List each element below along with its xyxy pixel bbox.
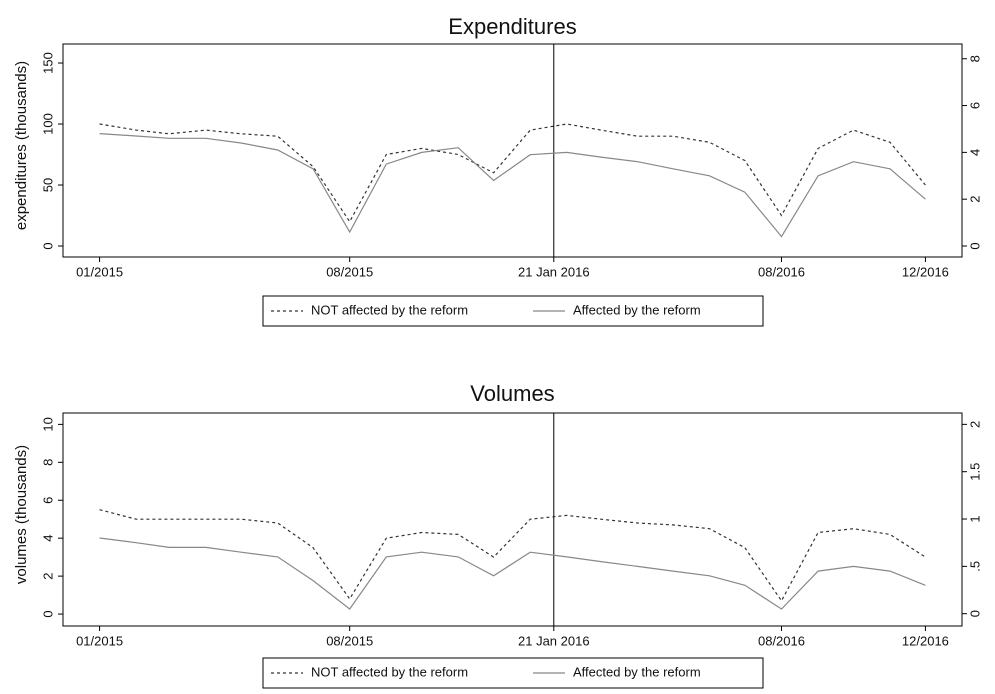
chart-title: Expenditures [448,14,576,39]
y2-tick-label: 1 [967,515,982,522]
x-tick-label: 01/2015 [76,264,123,279]
legend-label: NOT affected by the reform [311,664,468,679]
y-tick-label: 2 [40,572,55,579]
plot-frame [62,43,963,258]
x-tick-label: 08/2015 [326,633,373,648]
plot-frame [62,412,963,627]
series-line [99,123,926,223]
y-tick-label: 0 [40,610,55,617]
x-tick-label: 12/2016 [902,264,949,279]
y-axis-label: volumes (thousands) [13,445,30,584]
y-tick-label: 150 [40,52,55,74]
y-tick-label: 0 [40,242,55,249]
x-tick-label: 01/2015 [76,633,123,648]
legend-box [262,657,764,689]
x-tick-label: 12/2016 [902,633,949,648]
y-tick-label: 8 [40,459,55,466]
series-line [99,509,926,602]
legend-label: Affected by the reform [573,302,701,317]
x-tick-label: 08/2015 [326,264,373,279]
legend-label: Affected by the reform [573,664,701,679]
y-tick-label: 100 [40,113,55,135]
chart-title: Volumes [470,381,554,406]
y2-tick-label: 2 [967,421,982,428]
y2-tick-label: 8 [967,55,982,62]
y-tick-label: 10 [40,417,55,431]
x-tick-label: 08/2016 [758,264,805,279]
y2-tick-label: 0 [967,242,982,249]
legend-box [262,295,764,327]
series-line [99,537,926,610]
y-tick-label: 50 [40,178,55,192]
x-tick-label: 21 Jan 2016 [518,264,590,279]
y2-tick-label: 6 [967,102,982,109]
y-axis-label: expenditures (thousands) [13,61,30,230]
legend-label: NOT affected by the reform [311,302,468,317]
y2-tick-label: .5 [967,561,982,572]
y-tick-label: 4 [40,535,55,542]
y2-tick-label: 1.5 [967,463,982,481]
y2-tick-label: 4 [967,149,982,156]
y2-tick-label: 2 [967,196,982,203]
series-line [99,133,926,238]
x-tick-label: 08/2016 [758,633,805,648]
x-tick-label: 21 Jan 2016 [518,633,590,648]
y2-tick-label: 0 [967,610,982,617]
y-tick-label: 6 [40,497,55,504]
